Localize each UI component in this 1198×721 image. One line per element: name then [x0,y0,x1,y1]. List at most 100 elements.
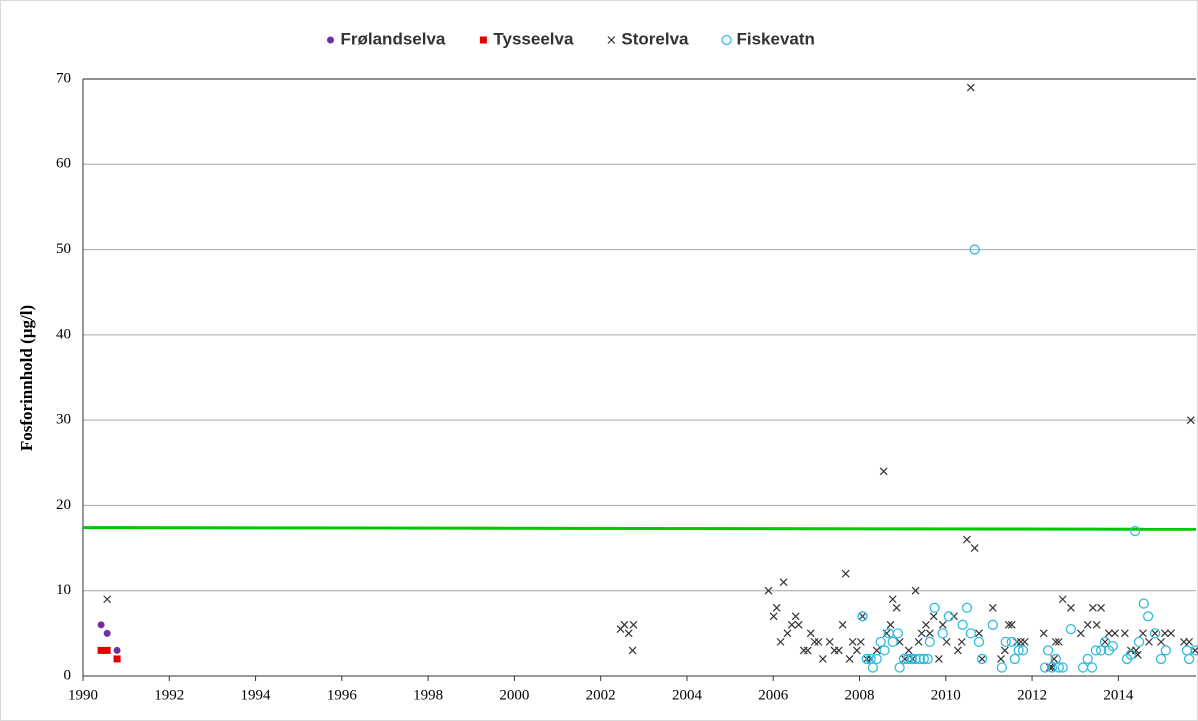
point [1149,628,1161,639]
point [922,653,933,665]
point [1160,645,1171,656]
point [871,653,882,665]
point [1007,620,1016,629]
point [1020,637,1029,646]
point [950,612,958,621]
point [814,637,823,646]
point [1065,623,1077,635]
y-tick-label: 0 [64,667,72,683]
point [787,620,796,629]
point [1057,662,1068,673]
point [103,629,111,637]
point [1099,636,1111,648]
point [791,612,800,621]
point [879,467,888,476]
point [838,620,847,629]
point [1133,636,1145,648]
legend-label: Storelva [621,29,689,48]
trend-line [82,526,1197,531]
point [848,637,857,646]
point [934,655,943,663]
point [938,620,947,629]
point [875,636,886,648]
point [1088,603,1097,612]
y-tick-label: 60 [56,156,71,172]
point [1132,646,1140,655]
x-tick-label: 1998 [413,687,443,703]
y-tick-label: 50 [56,241,71,257]
point [1125,649,1137,660]
x-tick-label: 2006 [758,687,789,703]
point [1092,620,1101,629]
point [1053,662,1064,673]
point [1086,662,1098,673]
point [966,83,975,92]
point [113,646,121,654]
point [764,586,773,595]
point [918,653,929,665]
point [996,662,1008,673]
legend-marker [479,36,487,44]
point [794,620,803,629]
x-tick-label: 2000 [499,687,529,703]
point [1101,637,1109,646]
point [906,653,917,665]
point [852,646,861,655]
point [779,578,788,587]
point [629,620,638,629]
x-tick-label: 1996 [327,687,358,703]
point [1042,645,1054,656]
point [1161,629,1169,638]
point [973,636,985,648]
point [806,629,815,638]
point [772,603,781,612]
point [963,535,971,544]
x-tick-label: 2002 [586,687,616,703]
legend-label: Fiskevatn [737,29,815,48]
point [861,653,872,665]
point [624,629,633,638]
point [1004,620,1013,629]
point [953,646,962,655]
point [894,662,905,673]
point [1090,645,1102,656]
point [969,244,980,255]
point [872,646,881,655]
point [937,628,948,639]
x-tick-label: 1990 [68,687,98,703]
legend-marker [721,34,732,46]
point [1155,653,1167,665]
x-tick-label: 2010 [931,687,961,703]
y-axis-label: Fosforinnhold (µg/l) [17,305,36,451]
point [997,655,1005,663]
point [1110,629,1119,638]
point [902,653,913,665]
point [1000,636,1011,648]
y-tick-label: 10 [56,582,71,598]
point [887,636,898,648]
point [925,629,934,638]
point [888,595,897,604]
point [917,629,926,638]
legend-label: Tysseelva [493,29,574,48]
point [783,629,792,638]
point [1009,653,1020,665]
point [904,646,913,655]
point [988,603,997,612]
x-tick-label: 1992 [154,687,184,703]
point [620,620,629,629]
point [911,586,920,595]
x-tick-label: 1994 [241,687,272,703]
y-tick-label: 70 [56,70,71,86]
x-tick-label: 2004 [672,687,703,703]
y-tick-label: 40 [56,326,71,342]
point [1151,629,1159,638]
point [970,544,979,552]
point [922,620,930,629]
point [1095,645,1107,656]
point [1157,637,1165,646]
point [1066,603,1075,612]
point [841,569,850,578]
point [1082,653,1093,665]
